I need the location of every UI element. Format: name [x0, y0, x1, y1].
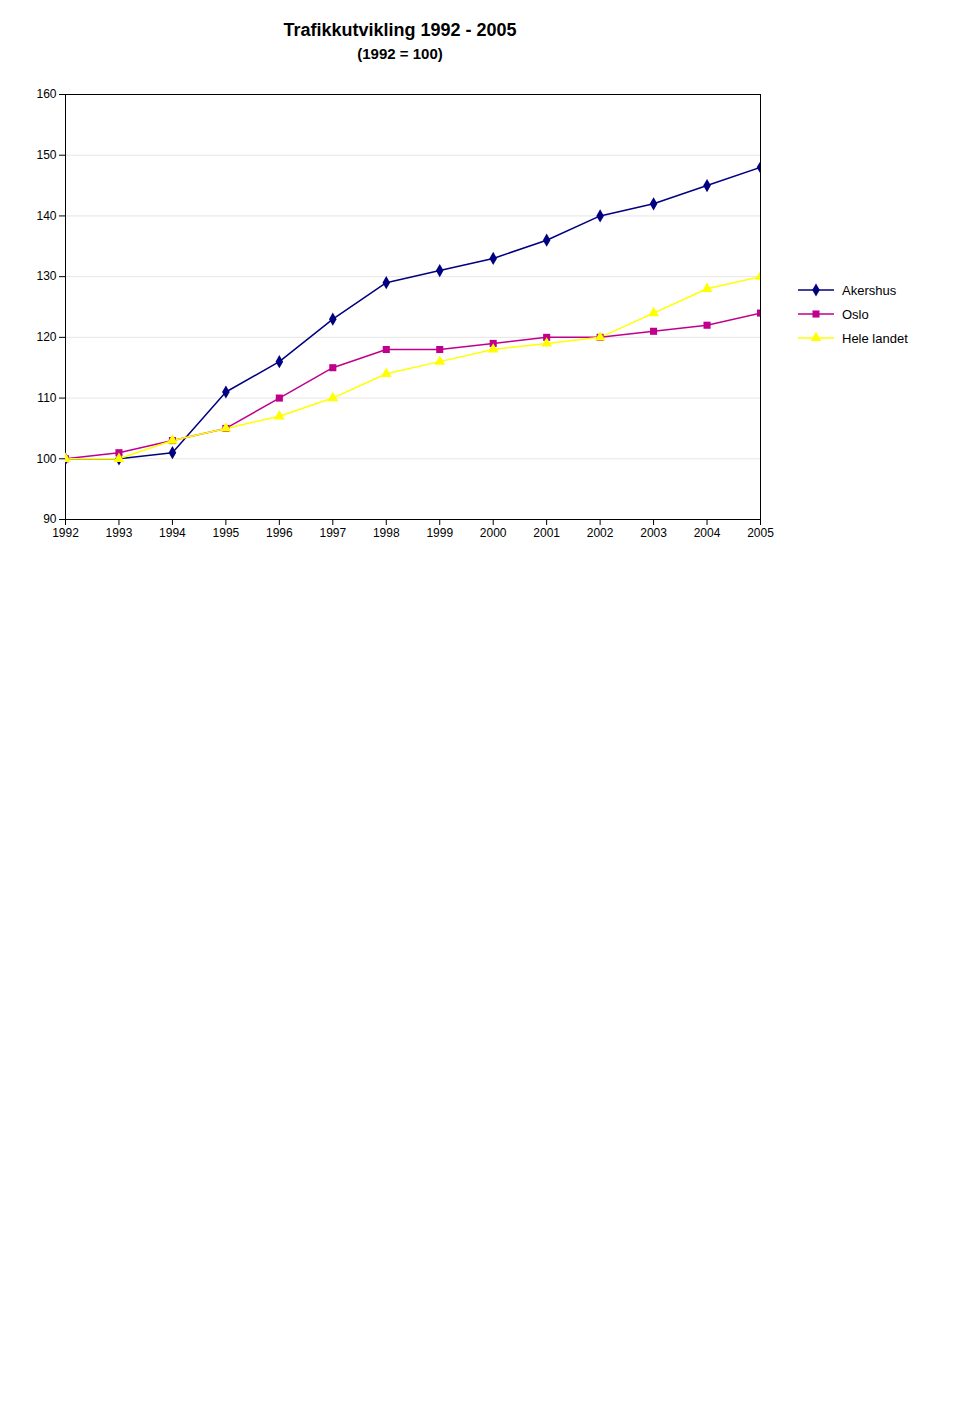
svg-text:2002: 2002	[587, 526, 614, 540]
svg-text:2000: 2000	[480, 526, 507, 540]
svg-text:140: 140	[36, 209, 56, 223]
svg-text:100: 100	[36, 452, 56, 466]
html-text:Trafikkutvikling 1992 - 2005: Trafikkutvikling 1992 - 2005	[283, 20, 517, 40]
html-text:Akershus: Akershus	[842, 282, 897, 298]
svg-text:120: 120	[36, 330, 56, 344]
svg-text:2001: 2001	[533, 526, 560, 540]
svg-text:1999: 1999	[426, 526, 453, 540]
svg-text:110: 110	[37, 391, 56, 405]
svg-text:130: 130	[36, 269, 56, 283]
svg-text:1995: 1995	[213, 526, 240, 540]
svg-text:2005: 2005	[747, 526, 774, 540]
html-text:Oslo: Oslo	[842, 306, 869, 322]
svg-text:1998: 1998	[373, 526, 400, 540]
svg-text:90: 90	[43, 512, 57, 526]
svg-text:2003: 2003	[640, 526, 667, 540]
svg-text:2004: 2004	[694, 526, 721, 540]
svg-text:1996: 1996	[266, 526, 293, 540]
svg-text:1993: 1993	[106, 526, 133, 540]
html-text:(1992 = 100): (1992 = 100)	[357, 45, 443, 62]
svg-text:1992: 1992	[52, 526, 79, 540]
svg-text:150: 150	[36, 148, 56, 162]
svg-text:160: 160	[36, 87, 56, 101]
svg-text:1997: 1997	[319, 526, 346, 540]
html-text:Hele landet: Hele landet	[842, 330, 908, 346]
svg-text:1994: 1994	[159, 526, 186, 540]
